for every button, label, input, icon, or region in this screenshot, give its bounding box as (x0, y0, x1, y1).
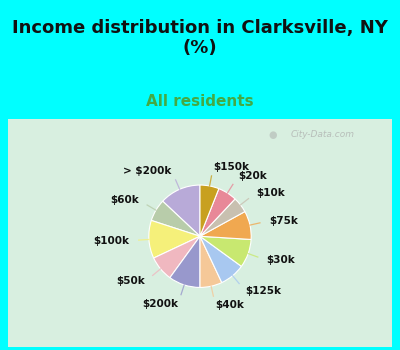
Text: City-Data.com: City-Data.com (291, 131, 355, 139)
Wedge shape (200, 189, 235, 236)
Wedge shape (154, 236, 200, 278)
Text: $20k: $20k (238, 172, 267, 181)
Text: > $200k: > $200k (124, 166, 172, 176)
Text: $100k: $100k (93, 236, 129, 246)
Wedge shape (149, 220, 200, 258)
Text: $40k: $40k (216, 300, 244, 310)
Text: ●: ● (269, 130, 277, 140)
Wedge shape (200, 236, 251, 266)
Text: $30k: $30k (267, 255, 296, 265)
Wedge shape (200, 212, 251, 239)
Text: $10k: $10k (256, 188, 285, 198)
Wedge shape (170, 236, 200, 287)
Text: $75k: $75k (269, 216, 298, 226)
Wedge shape (151, 201, 200, 236)
Text: $125k: $125k (245, 286, 281, 296)
Wedge shape (200, 185, 219, 236)
Wedge shape (163, 185, 200, 236)
Text: $150k: $150k (213, 162, 249, 172)
Wedge shape (200, 236, 242, 282)
Text: Income distribution in Clarksville, NY
(%): Income distribution in Clarksville, NY (… (12, 19, 388, 57)
Wedge shape (200, 236, 222, 287)
Text: $50k: $50k (117, 276, 145, 286)
Wedge shape (200, 199, 245, 236)
Text: All residents: All residents (146, 94, 254, 108)
Text: $200k: $200k (142, 299, 178, 309)
Text: $60k: $60k (110, 195, 139, 205)
